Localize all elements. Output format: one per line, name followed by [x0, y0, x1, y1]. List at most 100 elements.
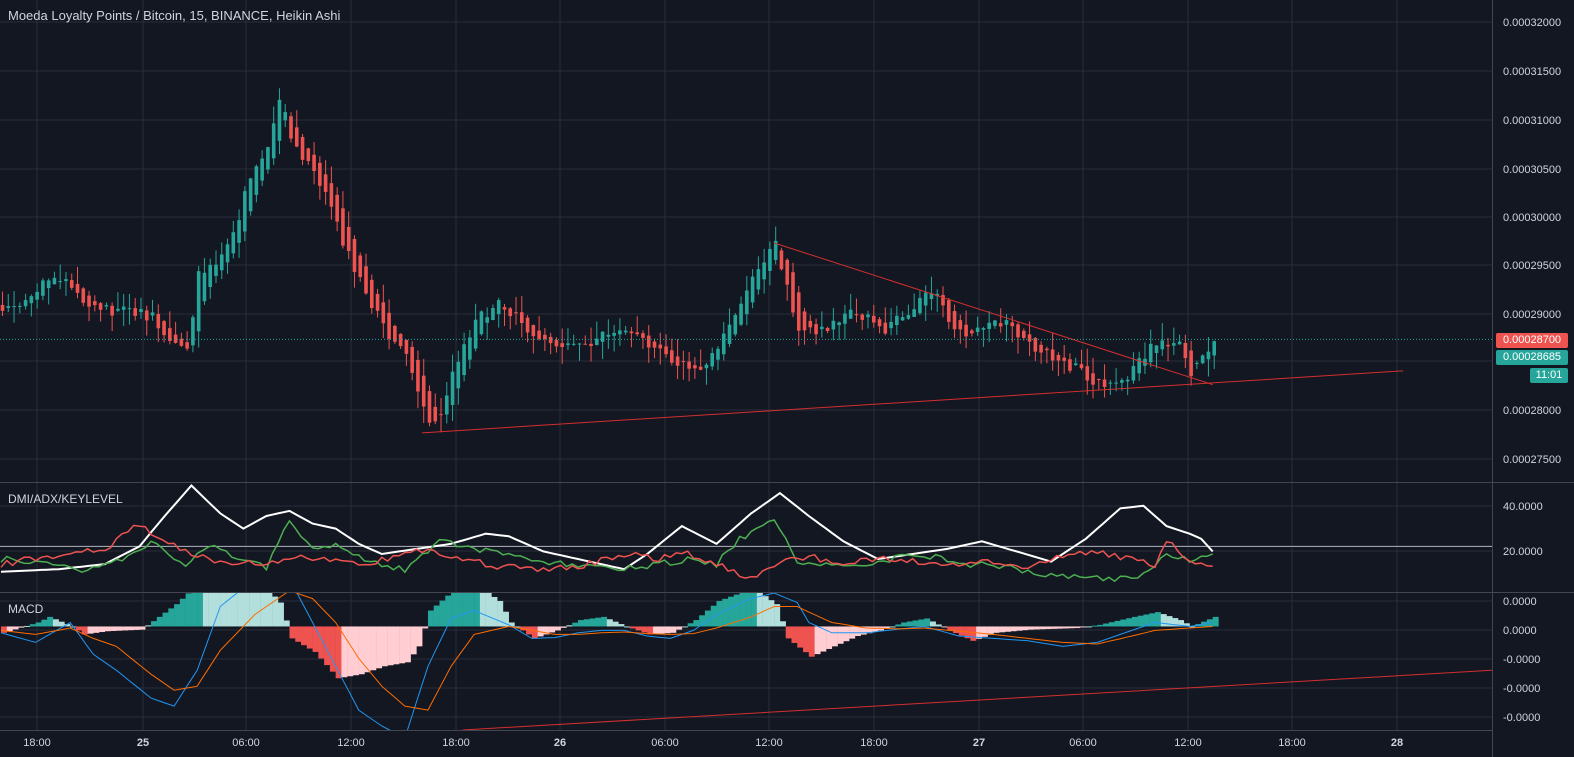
- macd-histogram-bar: [1166, 616, 1173, 627]
- macd-histogram-bar: [381, 626, 388, 667]
- macd-trendline[interactable]: [462, 669, 1492, 730]
- macd-histogram-bar: [116, 626, 123, 631]
- macd-histogram-bar: [306, 626, 313, 649]
- candle: [185, 331, 189, 351]
- macd-histogram-bar: [202, 593, 209, 627]
- macd-histogram-bar: [554, 626, 561, 631]
- macd-histogram-bar: [168, 608, 175, 627]
- macd-histogram-bar: [1016, 626, 1023, 631]
- candle: [1212, 340, 1216, 370]
- macd-histogram-bar: [1103, 623, 1110, 627]
- macd-histogram-bar: [1079, 626, 1086, 628]
- candle: [381, 284, 386, 338]
- candle: [664, 334, 668, 358]
- candle: [820, 311, 824, 338]
- di-plus-line: [0, 519, 1213, 583]
- candle: [1056, 352, 1061, 376]
- candle: [173, 321, 178, 344]
- macd-histogram-bar: [653, 626, 659, 635]
- candle: [877, 316, 882, 334]
- macd-histogram-bar: [572, 622, 579, 627]
- macd-histogram-bar: [1097, 624, 1104, 627]
- price-axis[interactable]: 0.00032000 0.00031500 0.00031000 0.00030500…: [1503, 17, 1561, 466]
- candle: [485, 307, 489, 340]
- macd-histogram-bar: [1085, 626, 1092, 628]
- resistance-trendline[interactable]: [774, 242, 1213, 386]
- macd-histogram-bar: [733, 594, 740, 627]
- candle: [110, 302, 114, 332]
- macd-histogram-bar: [1126, 618, 1133, 627]
- support-trendline[interactable]: [422, 370, 1404, 434]
- candle: [768, 241, 772, 286]
- macd-histogram-bar: [191, 593, 198, 627]
- candle: [548, 332, 553, 355]
- candle: [387, 299, 391, 350]
- candle: [0, 291, 5, 317]
- candle: [560, 328, 564, 364]
- macd-histogram-bar: [347, 626, 354, 677]
- macd-histogram-bar: [566, 625, 573, 627]
- candle: [260, 150, 264, 187]
- macd-histogram-bar: [214, 593, 221, 627]
- macd-histogram-bar: [779, 621, 786, 627]
- candle: [889, 308, 893, 336]
- time-tick-label: 18:00: [23, 737, 51, 749]
- macd-histogram-bar: [35, 622, 42, 627]
- candle: [918, 290, 922, 316]
- macd-histogram-bar: [797, 626, 804, 648]
- macd-histogram-bar: [318, 626, 325, 659]
- macd-histogram-bar: [18, 626, 25, 628]
- candle: [952, 304, 957, 339]
- macd-histogram-bar: [1056, 626, 1063, 629]
- macd-histogram-bar: [12, 626, 19, 630]
- candle: [116, 292, 120, 313]
- candle: [468, 330, 472, 369]
- price-tick-label: 0.00032000: [1503, 17, 1561, 29]
- candle: [675, 339, 680, 380]
- macd-histogram-bar: [179, 598, 186, 627]
- macd-histogram-bar: [243, 593, 250, 627]
- macd-histogram-bar: [728, 596, 734, 627]
- candle: [52, 271, 57, 285]
- macd-histogram-bar: [352, 626, 359, 676]
- macd-histogram-bar: [99, 626, 106, 633]
- candle: [860, 313, 865, 330]
- time-tick-label: 06:00: [1069, 737, 1097, 749]
- macd-histogram-bar: [81, 626, 88, 635]
- macd-histogram-bar: [618, 624, 625, 627]
- macd-histogram-bar: [1051, 626, 1058, 629]
- candle: [81, 287, 86, 307]
- macd-histogram-bar: [404, 626, 411, 663]
- macd-histogram-bar: [670, 626, 677, 633]
- macd-histogram-bar: [364, 626, 371, 673]
- candle: [364, 253, 368, 295]
- macd-histogram-bar: [543, 626, 550, 635]
- macd-histogram-bar: [1033, 626, 1040, 630]
- macd-histogram-bar: [1, 626, 7, 633]
- macd-histogram-bar: [918, 619, 925, 627]
- macd-histogram-bar: [1120, 619, 1127, 627]
- candle: [277, 88, 282, 155]
- macd-histogram-bar: [560, 626, 567, 628]
- candle: [583, 335, 588, 345]
- candle: [289, 112, 293, 143]
- macd-histogram-bar: [1137, 615, 1144, 627]
- countdown-tag: 11:01: [1530, 368, 1568, 383]
- candle: [410, 341, 414, 381]
- time-axis[interactable]: 18:00 25 06:00 12:00 18:00 26 06:00 12:00 18:00 2…: [23, 737, 1403, 749]
- candle: [854, 298, 859, 323]
- macd-histogram-bar: [676, 626, 683, 630]
- macd-histogram-bar: [935, 624, 942, 627]
- candle: [935, 289, 940, 312]
- candle: [600, 331, 605, 360]
- candle: [993, 320, 997, 329]
- time-tick-label: 06:00: [232, 737, 260, 749]
- candle: [127, 293, 132, 325]
- macd-histogram-bar: [803, 626, 809, 653]
- macd-histogram-bar: [514, 626, 521, 628]
- macd-histogram-bar: [1155, 612, 1161, 627]
- macd-histogram-bar: [739, 593, 746, 627]
- candle: [1148, 329, 1153, 368]
- trend-lines[interactable]: [422, 242, 1404, 434]
